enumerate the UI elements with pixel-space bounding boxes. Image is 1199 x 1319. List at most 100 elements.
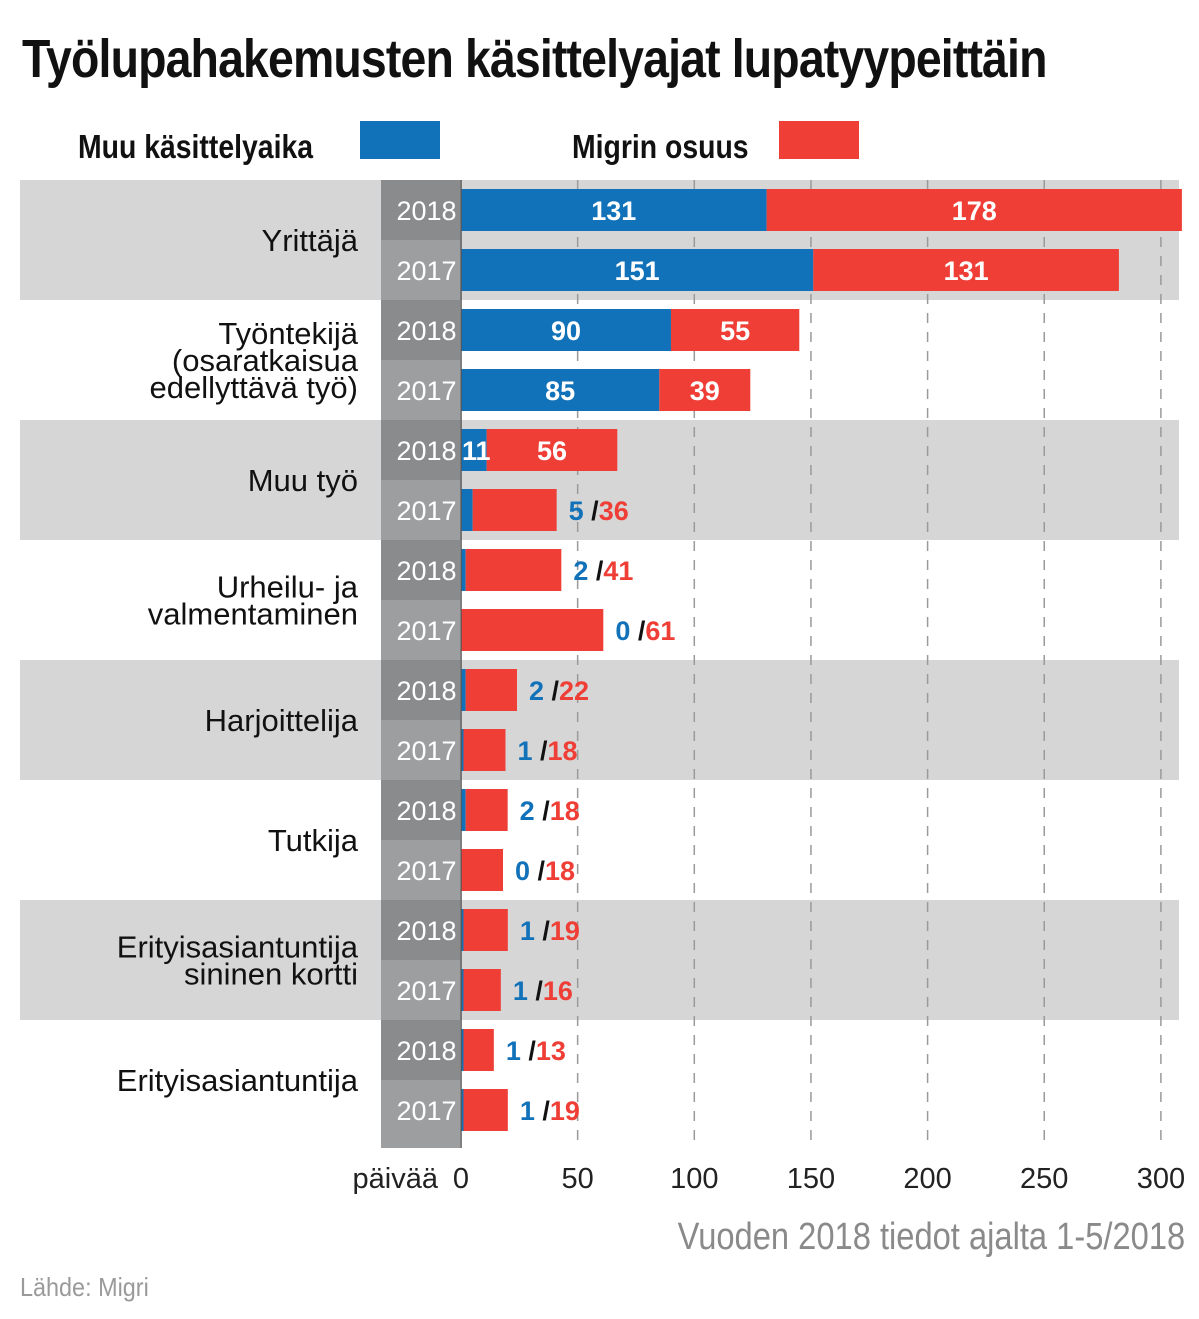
bar-muu [461, 729, 464, 771]
year-cell [381, 180, 460, 240]
value-label-muu: 1 [506, 1036, 521, 1066]
value-label-migri: 61 [645, 616, 675, 646]
value-label-muu: 0 [515, 856, 530, 886]
x-tick-label: 150 [787, 1163, 835, 1195]
value-label-muu: 90 [551, 316, 581, 346]
value-label-pair: 2 /41 [573, 556, 633, 586]
value-label-migri: 13 [536, 1036, 566, 1066]
value-label-muu: 2 [573, 556, 588, 586]
bar-muu [461, 789, 466, 831]
value-label-muu: 85 [545, 376, 575, 406]
value-label-pair: 2 /22 [529, 676, 589, 706]
value-label-muu: 5 [569, 496, 584, 526]
row-band [20, 660, 1179, 780]
value-label-pair: 1 /19 [520, 916, 580, 946]
x-tick-label: 200 [903, 1163, 951, 1195]
bar-muu [461, 1029, 464, 1071]
bar-migri [472, 489, 557, 531]
value-label-migri: 22 [559, 676, 589, 706]
value-separator: / [533, 736, 549, 766]
bar-muu [461, 1089, 464, 1131]
value-label-pair: 1 /13 [506, 1036, 566, 1066]
legend-label-migri: Migrin osuus [572, 128, 749, 165]
bar-muu [461, 309, 671, 351]
year-label: 2017 [396, 976, 456, 1006]
value-separator: / [544, 676, 560, 706]
value-separator: / [630, 616, 646, 646]
bar-migri [463, 1089, 508, 1131]
bar-muu [461, 969, 464, 1011]
x-tick-label: 250 [1020, 1163, 1068, 1195]
value-label-muu: 1 [520, 916, 535, 946]
group-label: Tutkija [268, 823, 359, 858]
value-label-pair: 1 /16 [513, 976, 573, 1006]
value-label-pair: 1 /18 [517, 736, 577, 766]
bar-migri [463, 729, 506, 771]
year-cell [381, 780, 460, 840]
value-label-migri: 19 [550, 1096, 580, 1126]
value-separator: / [584, 496, 600, 526]
group-label: Erityisasiantuntija [117, 930, 359, 965]
bar-migri [766, 189, 1182, 231]
value-separator: / [535, 916, 551, 946]
year-label: 2018 [396, 1036, 456, 1066]
chart-subtitle: Vuoden 2018 tiedot ajalta 1-5/2018 [677, 1216, 1185, 1258]
value-label-migri: 39 [690, 376, 720, 406]
value-label-muu: 131 [591, 196, 636, 226]
bar-muu [461, 549, 466, 591]
x-axis-label: päivää [353, 1163, 439, 1195]
chart-title: Työlupahakemusten käsittelyajat lupatyyp… [22, 29, 1047, 89]
value-label-pair: 2 /18 [520, 796, 580, 826]
row-band [20, 900, 1179, 1020]
value-label-migri: 131 [944, 256, 989, 286]
bar-muu [461, 489, 473, 531]
value-label-migri: 18 [545, 856, 575, 886]
value-label-muu: 1 [517, 736, 532, 766]
source-note: Lähde: Migri [20, 1272, 149, 1302]
group-label: Yrittäjä [262, 223, 359, 258]
year-label: 2018 [396, 196, 456, 226]
group-label: Työntekijä [218, 316, 358, 351]
value-label-muu: 2 [520, 796, 535, 826]
year-cell [381, 540, 460, 600]
value-label-migri: 18 [548, 736, 578, 766]
value-label-migri: 55 [720, 316, 750, 346]
value-label-muu: 11 [462, 436, 491, 466]
bar-muu [461, 369, 660, 411]
value-separator: / [588, 556, 604, 586]
x-tick-label: 300 [1137, 1163, 1185, 1195]
value-label-migri: 19 [550, 916, 580, 946]
year-cell [381, 900, 460, 960]
group-label: edellyttävä työ) [150, 370, 359, 405]
year-cell [381, 420, 460, 480]
group-label: Harjoittelija [205, 703, 359, 738]
value-label-migri: 41 [603, 556, 633, 586]
year-label: 2017 [396, 1096, 456, 1126]
value-label-muu: 2 [529, 676, 544, 706]
bar-muu [461, 189, 767, 231]
year-label: 2017 [396, 256, 456, 286]
value-label-migri: 56 [537, 436, 567, 466]
bar-migri [813, 249, 1119, 291]
year-label: 2018 [396, 916, 456, 946]
bar-migri [461, 849, 503, 891]
year-label: 2017 [396, 856, 456, 886]
bar-migri [463, 1029, 494, 1071]
legend-label-muu: Muu käsittelyaika [78, 128, 314, 165]
value-label-muu: 151 [615, 256, 660, 286]
year-label: 2017 [396, 736, 456, 766]
group-label: valmentaminen [148, 597, 358, 632]
value-separator: / [528, 976, 544, 1006]
year-label: 2017 [396, 496, 456, 526]
value-label-pair: 5 /36 [569, 496, 629, 526]
bar-migri [465, 789, 508, 831]
bar-migri [465, 549, 562, 591]
bar-migri [463, 909, 508, 951]
bar-migri [486, 429, 618, 471]
x-tick-label: 50 [562, 1163, 594, 1195]
group-label: (osaratkaisua [172, 343, 359, 378]
group-label: sininen kortti [184, 957, 358, 992]
value-label-migri: 178 [952, 196, 997, 226]
year-cell [381, 660, 460, 720]
value-label-migri: 18 [550, 796, 580, 826]
